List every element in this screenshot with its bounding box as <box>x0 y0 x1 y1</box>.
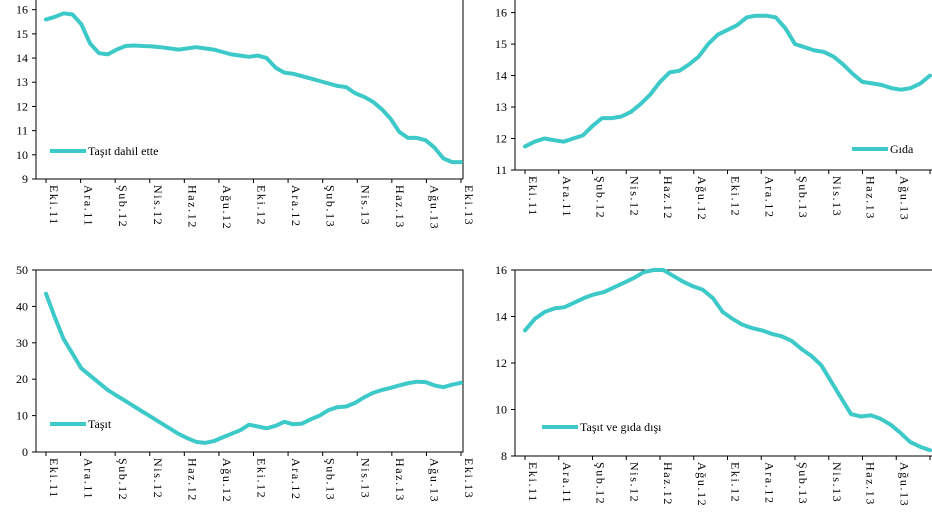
x-tick-label: Nis.12 <box>627 176 641 217</box>
x-tick-label: Nis.12 <box>627 462 641 503</box>
y-tick-label: 15 <box>16 27 28 41</box>
x-tick-label: Ağu.12 <box>220 458 234 503</box>
legend: Taşıt dahil ette <box>50 144 158 158</box>
x-tick-label: Şub.13 <box>324 185 338 228</box>
x-tick-label: Ara.11 <box>560 462 574 504</box>
x-tick-label: Nis.13 <box>830 462 844 503</box>
legend-label: Gıda <box>890 142 914 156</box>
x-tick-label: Ağu.13 <box>427 185 441 230</box>
x-tick-label: Haz.13 <box>864 462 878 506</box>
x-tick-label: Haz.12 <box>661 462 675 506</box>
x-tick-label: Nis.13 <box>358 458 372 499</box>
y-tick-label: 0 <box>22 445 28 459</box>
y-tick-label: 14 <box>495 69 507 83</box>
y-tick-label: 16 <box>495 263 507 277</box>
legend-label: Taşıt ve gıda dışı <box>580 420 662 434</box>
y-tick-label: 8 <box>501 449 507 463</box>
series-line <box>523 268 932 453</box>
x-tick-label: Şub.12 <box>116 185 130 228</box>
x-tick-label: Ara.11 <box>82 458 96 500</box>
x-tick-label: Haz.12 <box>185 185 199 229</box>
x-tick-label: Şub.13 <box>324 458 338 501</box>
y-tick-label: 16 <box>16 3 28 17</box>
legend-label: Taşıt <box>88 417 112 431</box>
x-tick-label: Eki.12 <box>729 462 743 503</box>
chart-panel-1: 9 10 11 12 13 14 15 16 Eki.11 Ara.11 Şub.12 Nis.12 H… <box>16 0 476 230</box>
y-tick-label: 11 <box>16 124 28 138</box>
chart-panel-4: 8 10 12 14 16 Eki.11 Ara.11 Şub.12 Nis.12 Haz.12 A… <box>495 263 932 507</box>
y-tick-label: 10 <box>16 148 28 162</box>
y-tick-label: 16 <box>495 6 507 20</box>
x-tick-label: Ağu.12 <box>695 462 709 507</box>
y-tick-label: 9 <box>22 172 28 186</box>
x-tick-label: Ara.12 <box>762 176 776 219</box>
x-tick-label: Ağu.13 <box>897 176 911 221</box>
y-tick-label: 13 <box>16 75 28 89</box>
y-tick-label: 10 <box>16 409 28 423</box>
y-tick-label: 12 <box>495 132 507 146</box>
x-tick-label: Haz.13 <box>864 176 878 220</box>
x-tick-label: Eki.13 <box>462 185 476 226</box>
legend-label: Taşıt dahil ette <box>88 144 158 158</box>
y-tick-label: 12 <box>495 356 507 370</box>
x-tick-label: Haz.13 <box>393 185 407 229</box>
y-tick-label: 14 <box>495 310 507 324</box>
x-tick-label: Ara.11 <box>82 185 96 227</box>
y-tick-label: 15 <box>495 37 507 51</box>
plot-frame <box>35 269 464 453</box>
y-tick-label: 50 <box>16 263 28 277</box>
x-tick-label: Eki.11 <box>526 462 540 503</box>
x-tick-label: Haz.13 <box>393 458 407 502</box>
y-tick-label: 14 <box>16 51 28 65</box>
legend: Gıda <box>852 142 914 156</box>
x-tick-label: Eki.12 <box>255 458 269 499</box>
y-tick-label: 40 <box>16 299 28 313</box>
x-tick-label: Şub.13 <box>796 462 810 505</box>
x-tick-label: Eki.11 <box>47 458 61 499</box>
series-line <box>44 11 463 165</box>
legend: Taşıt ve gıda dışı <box>542 420 662 434</box>
y-tick-label: 10 <box>495 403 507 417</box>
y-tick-label: 11 <box>495 163 507 177</box>
x-tick-label: Ara.11 <box>560 176 574 218</box>
x-tick-label: Haz.12 <box>661 176 675 220</box>
x-tick-label: Ağu.13 <box>427 458 441 503</box>
x-tick-label: Eki.11 <box>526 176 540 217</box>
x-tick-label: Şub.12 <box>116 458 130 501</box>
series-line <box>523 13 932 149</box>
x-tick-label: Eki.13 <box>462 458 476 499</box>
x-tick-label: Şub.12 <box>594 462 608 505</box>
x-tick-label: Ara.12 <box>762 462 776 505</box>
x-tick-label: Nis.13 <box>358 185 372 226</box>
x-tick-label: Eki.12 <box>729 176 743 217</box>
y-tick-label: 30 <box>16 336 28 350</box>
y-tick-label: 12 <box>16 99 28 113</box>
x-tick-label: Eki.12 <box>255 185 269 226</box>
chart-panel-2: 11 12 13 14 15 16 Eki.11 Ara.11 Şub.12 Nis.12 Haz.… <box>495 0 932 221</box>
legend: Taşıt <box>50 417 112 431</box>
chart-panel-3: 0 10 20 30 40 50 Eki.11 Ara.11 Şub.12 Nis.12 Haz.1… <box>16 263 476 503</box>
x-tick-label: Eki.11 <box>47 185 61 226</box>
x-tick-label: Nis.12 <box>151 185 165 226</box>
x-tick-label: Ağu.12 <box>220 185 234 230</box>
x-tick-label: Ara.12 <box>289 458 303 501</box>
x-tick-label: Ağu.12 <box>695 176 709 221</box>
x-tick-label: Ara.12 <box>289 185 303 228</box>
x-tick-label: Şub.12 <box>594 176 608 219</box>
x-tick-label: Ağu.13 <box>897 462 911 507</box>
y-tick-label: 20 <box>16 372 28 386</box>
series-line <box>44 291 463 445</box>
x-tick-label: Haz.12 <box>185 458 199 502</box>
x-tick-label: Nis.12 <box>151 458 165 499</box>
y-tick-label: 13 <box>495 100 507 114</box>
x-tick-label: Şub.13 <box>796 176 810 219</box>
x-tick-label: Nis.13 <box>830 176 844 217</box>
